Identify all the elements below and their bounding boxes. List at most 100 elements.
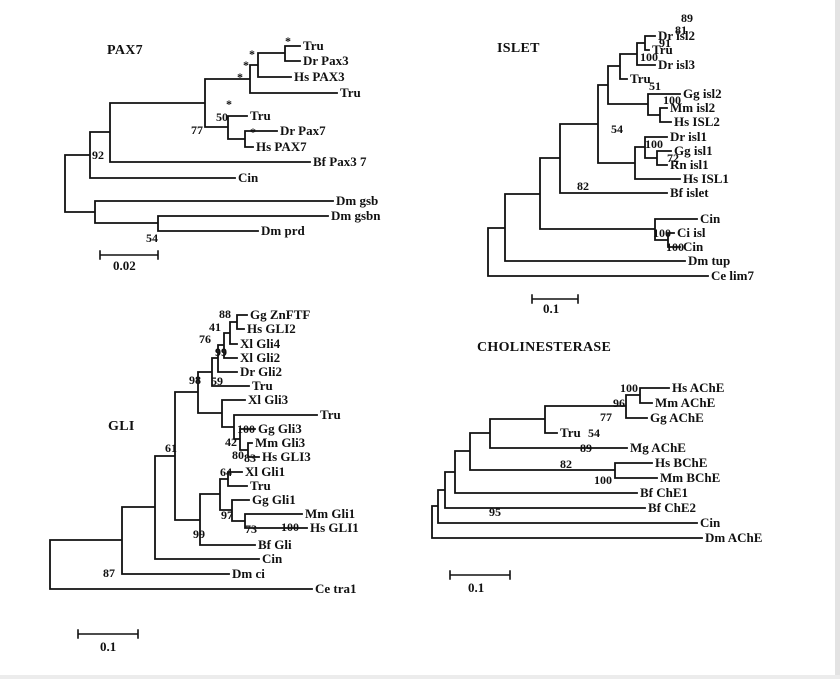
support-value: 100 (594, 473, 612, 487)
support-value: 61 (165, 441, 177, 455)
support-value: * (249, 47, 255, 61)
support-value: 99 (215, 345, 227, 359)
tree-branches (431, 387, 703, 539)
taxon-label: Dm gsbn (331, 208, 381, 223)
support-value: 81 (675, 23, 687, 37)
pax7-tree: PAX7 0.02 Tru Dr Pax3 Hs PAX3 Tru Tru Dr… (64, 34, 381, 273)
taxon-label: Mm BChE (660, 470, 720, 485)
taxon-label: Hs PAX3 (294, 69, 345, 84)
support-value: 92 (92, 148, 104, 162)
taxon-label: Mg AChE (630, 440, 686, 455)
taxon-label: Dr isl1 (670, 129, 707, 144)
support-value: 96 (613, 396, 625, 410)
taxon-label: Dr isl3 (658, 57, 695, 72)
support-value: 54 (611, 122, 623, 136)
taxon-label: Dr Gli2 (240, 364, 282, 379)
tree-title: PAX7 (107, 43, 143, 58)
support-value: * (226, 97, 232, 111)
tree-title: GLI (108, 419, 135, 434)
taxon-label: Tru (320, 407, 341, 422)
taxon-label: Tru (560, 425, 581, 440)
support-value: 77 (600, 410, 612, 424)
support-value: 97 (221, 508, 233, 522)
taxon-label: Bf ChE2 (648, 500, 696, 515)
support-value: 89 (580, 441, 592, 455)
taxon-label: Cin (262, 551, 283, 566)
taxon-label: Mm isl2 (670, 100, 715, 115)
taxon-label: Gg isl2 (683, 86, 722, 101)
taxon-label: Cin (683, 239, 704, 254)
taxon-label: Mm Gli3 (255, 435, 306, 450)
taxon-label: Cin (700, 515, 721, 530)
support-value: 100 (620, 381, 638, 395)
support-value: 88 (219, 307, 231, 321)
taxon-label: Tru (630, 71, 651, 86)
taxon-label: Xl Gli1 (245, 464, 285, 479)
support-value: 100 (645, 137, 663, 151)
support-value: 76 (199, 332, 211, 346)
support-value: 87 (103, 566, 115, 580)
scale-bar (99, 250, 159, 260)
taxon-label: Bf Gli (258, 537, 292, 552)
support-value: 100 (663, 93, 681, 107)
taxon-label: Dr isl2 (658, 28, 695, 43)
taxon-label: Bf ChE1 (640, 485, 688, 500)
taxon-label: Dr Pax7 (280, 123, 326, 138)
taxon-label: Tru (303, 38, 324, 53)
taxon-label: Xl Gli3 (248, 392, 289, 407)
support-value: 73 (245, 522, 257, 536)
taxon-label: Tru (250, 108, 271, 123)
taxon-label: Gg AChE (650, 410, 704, 425)
taxon-label: Hs AChE (672, 380, 724, 395)
taxon-label: Gg ZnFTF (250, 307, 310, 322)
taxon-label: Bf Pax3 7 (313, 154, 367, 169)
support-value: 42 (225, 435, 237, 449)
taxon-label: Gg isl1 (674, 143, 713, 158)
taxon-label: Ce tra1 (315, 581, 357, 596)
tree-branches (49, 314, 318, 590)
support-value: * (237, 70, 243, 84)
taxon-label: Hs GLI2 (247, 321, 296, 336)
taxon-label: Dm prd (261, 223, 305, 238)
support-value: 100 (237, 422, 255, 436)
taxon-label: Hs GLI3 (262, 449, 311, 464)
gli-tree: GLI 0.1 Gg ZnFTF Hs GLI2 Xl Gli4 Xl Gli2… (49, 307, 359, 654)
support-value: 82 (560, 457, 572, 471)
scale-label: 0.02 (113, 258, 136, 273)
taxon-label: Dm ci (232, 566, 265, 581)
taxon-label: Cin (700, 211, 721, 226)
support-value: 100 (666, 240, 684, 254)
tree-title: CHOLINESTERASE (477, 340, 611, 355)
support-value: 59 (211, 374, 223, 388)
support-value: 41 (209, 320, 221, 334)
support-value: 54 (146, 231, 158, 245)
support-value: 64 (220, 465, 232, 479)
support-value: * (285, 34, 291, 48)
scale-bar (449, 570, 511, 580)
scale-label: 0.1 (468, 580, 484, 595)
support-value: 100 (653, 226, 671, 240)
islet-tree: ISLET 0.1 Dr isl2 Tru Dr isl3 Tru Gg isl… (487, 11, 754, 316)
support-value: 95 (489, 505, 501, 519)
taxon-label: Cin (238, 170, 259, 185)
support-value: 98 (189, 373, 201, 387)
taxon-label: Bf islet (670, 185, 709, 200)
support-value: * (243, 58, 249, 72)
taxon-label: Dm tup (688, 253, 730, 268)
tree-title: ISLET (497, 41, 540, 56)
taxon-label: Gg Gli1 (252, 492, 296, 507)
support-value: 54 (588, 426, 600, 440)
support-value: 83 (244, 451, 256, 465)
support-value: * (250, 125, 256, 139)
taxon-label: Dm AChE (705, 530, 762, 545)
scale-bar (531, 294, 579, 304)
taxon-label: Tru (250, 478, 271, 493)
scan-edge-right (835, 0, 840, 679)
taxon-label: Gg Gli3 (258, 421, 302, 436)
taxon-label: Dm gsb (336, 193, 378, 208)
scale-label: 0.1 (100, 639, 116, 654)
taxon-label: Tru (652, 42, 673, 57)
cholinesterase-tree: CHOLINESTERASE 0.1 Hs AChE Mm AChE Gg AC… (431, 340, 762, 595)
taxon-label: Hs BChE (655, 455, 707, 470)
